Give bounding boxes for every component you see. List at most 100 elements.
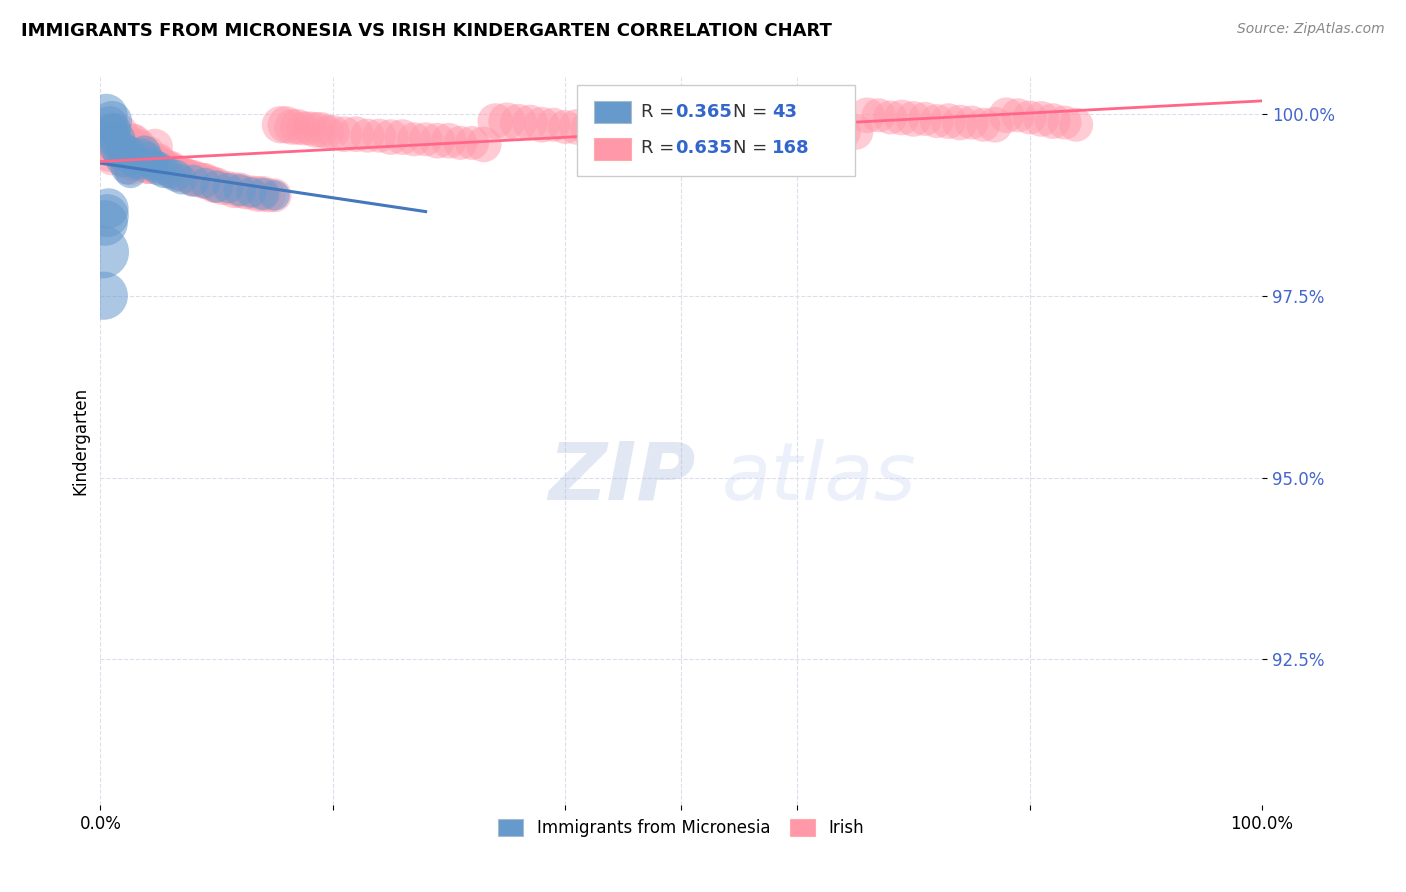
Point xyxy=(868,108,890,122)
Point xyxy=(281,120,304,134)
Point xyxy=(903,112,925,126)
Point xyxy=(114,154,136,169)
Point xyxy=(217,181,239,195)
Point xyxy=(612,123,634,137)
Point xyxy=(1018,111,1040,125)
Point xyxy=(181,174,204,188)
Text: 0.365: 0.365 xyxy=(675,103,733,120)
Point xyxy=(138,159,160,173)
Point xyxy=(186,172,208,186)
Point xyxy=(229,183,252,197)
Point xyxy=(111,149,134,163)
Point xyxy=(832,125,855,139)
Point xyxy=(148,161,170,176)
Point xyxy=(138,156,160,170)
Point xyxy=(960,115,983,129)
Point xyxy=(197,176,219,190)
Point xyxy=(623,125,645,139)
Point xyxy=(914,112,936,126)
Point xyxy=(135,152,157,166)
Point xyxy=(938,114,960,128)
Point xyxy=(984,118,1007,132)
Point xyxy=(252,186,274,201)
Point xyxy=(844,125,866,139)
Point xyxy=(104,139,127,153)
Point xyxy=(100,125,122,139)
Point xyxy=(136,159,159,173)
Point xyxy=(115,151,138,165)
FancyBboxPatch shape xyxy=(595,102,631,123)
Point xyxy=(519,115,541,129)
Point xyxy=(380,130,402,145)
Point xyxy=(103,143,125,157)
Point xyxy=(108,125,131,139)
Point xyxy=(91,245,114,260)
Point xyxy=(269,118,291,132)
Point xyxy=(276,118,298,132)
Point xyxy=(139,156,162,170)
Point xyxy=(94,216,117,230)
Point xyxy=(211,181,233,195)
Point xyxy=(100,125,122,139)
Point xyxy=(105,135,128,149)
Point xyxy=(97,146,120,161)
Point xyxy=(142,158,165,172)
Point xyxy=(682,112,704,126)
Point xyxy=(257,188,280,202)
Point xyxy=(148,154,170,169)
Point xyxy=(181,170,204,185)
Text: atlas: atlas xyxy=(721,439,917,516)
Point xyxy=(96,209,118,223)
Point xyxy=(240,186,263,200)
Point xyxy=(949,115,972,129)
Point xyxy=(437,134,460,148)
Point xyxy=(170,166,193,180)
Point xyxy=(496,114,519,128)
Point xyxy=(142,158,165,172)
Point xyxy=(200,176,222,190)
Point xyxy=(740,118,762,132)
Point xyxy=(565,120,588,134)
Point xyxy=(146,154,169,169)
Point xyxy=(131,146,153,161)
Point xyxy=(127,154,149,169)
Point xyxy=(786,121,808,136)
Point xyxy=(174,169,197,183)
Point xyxy=(402,132,425,146)
Point xyxy=(107,137,129,152)
Legend: Immigrants from Micronesia, Irish: Immigrants from Micronesia, Irish xyxy=(492,813,870,844)
Point xyxy=(415,132,437,146)
Point xyxy=(112,142,135,156)
Point xyxy=(472,137,495,152)
Point xyxy=(118,152,141,166)
Point xyxy=(134,145,156,159)
Text: N =: N = xyxy=(734,139,773,157)
Point xyxy=(1064,118,1087,132)
Text: ZIP: ZIP xyxy=(547,439,695,516)
Point xyxy=(229,183,252,197)
Point xyxy=(97,202,120,216)
Point xyxy=(111,154,134,169)
Point xyxy=(170,172,193,186)
Point xyxy=(108,146,131,161)
Text: 168: 168 xyxy=(772,139,810,157)
Point xyxy=(717,115,740,129)
Point xyxy=(693,114,716,128)
Point xyxy=(120,161,142,176)
Point xyxy=(995,108,1018,122)
Point xyxy=(554,120,576,134)
Point xyxy=(128,139,150,153)
Text: R =: R = xyxy=(641,139,679,157)
Point xyxy=(104,139,127,153)
Point xyxy=(309,123,332,137)
Point xyxy=(127,158,149,172)
Point xyxy=(96,108,118,122)
Point xyxy=(93,132,115,146)
Point xyxy=(156,161,179,176)
Point xyxy=(426,134,449,148)
Point xyxy=(121,135,143,149)
Point xyxy=(153,159,176,173)
Point xyxy=(222,183,245,197)
Point xyxy=(115,152,138,166)
Point xyxy=(315,125,337,139)
